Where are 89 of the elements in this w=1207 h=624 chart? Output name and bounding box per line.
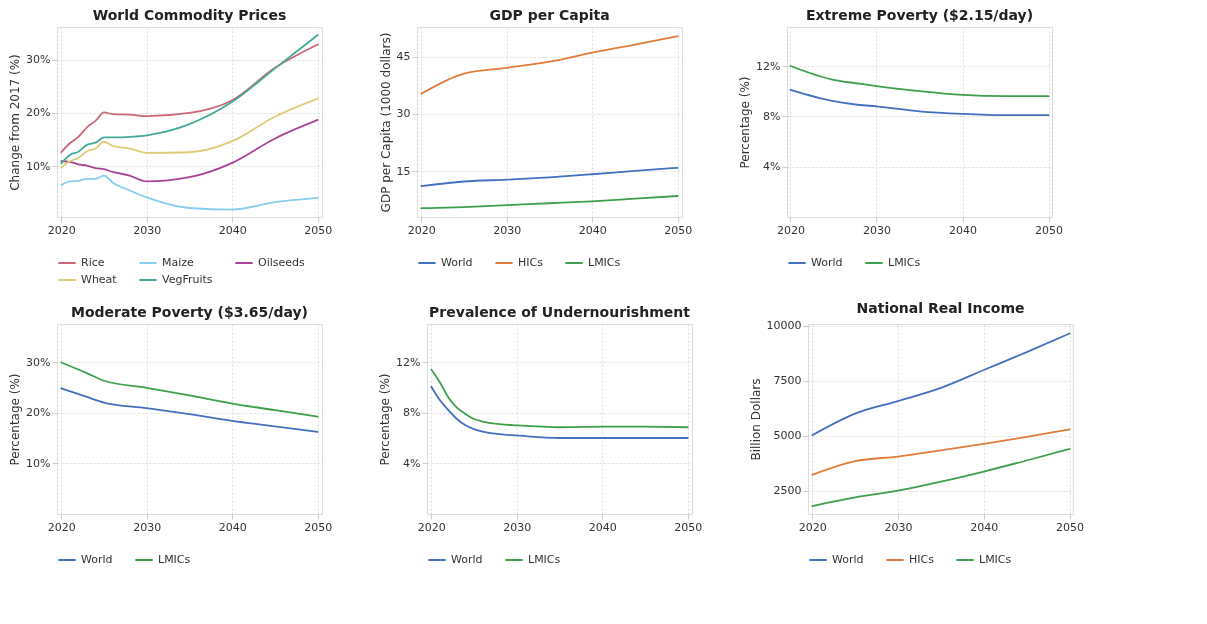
line-series (60, 174, 319, 211)
legend-label: LMICs (979, 553, 1012, 566)
y-tick-label: 5000 (773, 429, 802, 443)
line-series (789, 89, 1050, 116)
y-tick-label: 30% (26, 53, 51, 67)
x-tick-label: 2020 (417, 520, 446, 534)
legend-label: HICs (909, 553, 935, 566)
y-tick-label: 10% (26, 159, 51, 173)
x-tick-label: 2050 (674, 520, 703, 534)
x-tick-label: 2030 (884, 520, 913, 534)
x-tick-label: 2040 (218, 520, 247, 534)
x-tick-label: 2050 (304, 223, 333, 237)
legend-label: World (811, 256, 843, 269)
y-axis-title: Percentage (%) (8, 373, 23, 466)
y-tick-label: 4% (763, 160, 781, 174)
legend-label: World (441, 256, 473, 269)
legend-label: VegFruits (162, 273, 213, 286)
y-tick-label: 8% (403, 406, 421, 420)
legend-label: Maize (162, 256, 195, 269)
chart-title: National Real Income (856, 299, 1025, 316)
y-tick-label: 12% (756, 59, 781, 73)
y-tick-label: 20% (26, 106, 51, 120)
legend-label: LMICs (528, 553, 561, 566)
y-tick-label: 20% (26, 406, 51, 420)
y-tick-label: 10% (26, 456, 51, 470)
line-series (420, 195, 679, 210)
y-tick-label: 10000 (766, 319, 802, 333)
legend-label: World (451, 553, 483, 566)
line-series (420, 35, 679, 95)
line-series (60, 34, 319, 165)
x-tick-label: 2030 (493, 223, 522, 237)
y-tick-label: 30 (396, 107, 411, 121)
x-tick-label: 2050 (1035, 223, 1064, 237)
y-axis-title: GDP per Capita (1000 dollars) (378, 32, 393, 213)
line-series (60, 361, 319, 418)
line-series (60, 387, 319, 433)
y-tick-label: 45 (396, 50, 411, 64)
x-tick-label: 2020 (407, 223, 436, 237)
line-series (60, 118, 319, 183)
y-tick-label: 15 (396, 164, 411, 178)
x-tick-label: 2040 (578, 223, 607, 237)
x-tick-label: 2040 (949, 223, 978, 237)
x-tick-label: 2050 (664, 223, 693, 237)
x-tick-label: 2030 (503, 520, 532, 534)
legend-label: World (81, 553, 113, 566)
legend-label: Rice (81, 256, 105, 269)
line-series (420, 166, 679, 187)
legend-label: Wheat (81, 273, 118, 286)
y-axis-title: Billion Dollars (748, 378, 763, 461)
x-tick-label: 2030 (133, 520, 162, 534)
chart-title: GDP per Capita (489, 7, 610, 23)
x-tick-label: 2040 (970, 520, 999, 534)
x-tick-label: 2020 (47, 223, 76, 237)
x-tick-label: 2020 (798, 520, 827, 534)
legend-label: World (832, 553, 864, 566)
line-series (789, 65, 1050, 98)
y-tick-label: 8% (763, 109, 781, 123)
x-tick-label: 2020 (776, 223, 805, 237)
y-axis-title: Percentage (%) (378, 373, 393, 466)
x-tick-label: 2040 (588, 520, 617, 534)
y-tick-label: 12% (396, 355, 421, 369)
y-tick-label: 2500 (773, 484, 802, 498)
line-series (811, 332, 1071, 437)
line-series (430, 368, 689, 429)
line-series (60, 43, 319, 154)
x-tick-label: 2030 (133, 223, 162, 237)
chart-title: World Commodity Prices (92, 7, 287, 23)
x-tick-label: 2040 (218, 223, 247, 237)
chart-title: Prevalence of Undernourishment (429, 304, 691, 320)
x-tick-label: 2050 (304, 520, 333, 534)
chart-title: Extreme Poverty ($2.15/day) (805, 7, 1034, 23)
x-tick-label: 2020 (47, 520, 76, 534)
chart-title: Moderate Poverty ($3.65/day) (71, 304, 308, 320)
y-tick-label: 4% (403, 456, 421, 470)
legend-label: LMICs (588, 256, 621, 269)
legend-label: Oilseeds (258, 256, 306, 269)
legend-label: LMICs (158, 553, 191, 566)
line-series (811, 447, 1071, 507)
y-tick-label: 7500 (773, 374, 802, 388)
x-tick-label: 2050 (1056, 520, 1085, 534)
legend-label: HICs (518, 256, 544, 269)
legend-label: LMICs (888, 256, 921, 269)
line-series (430, 385, 689, 439)
y-tick-label: 30% (26, 355, 51, 369)
x-tick-label: 2030 (862, 223, 891, 237)
y-axis-title: Percentage (%) (738, 76, 753, 169)
line-series (811, 428, 1071, 476)
line-series (60, 97, 319, 169)
y-axis-title: Change from 2017 (%) (8, 54, 23, 191)
